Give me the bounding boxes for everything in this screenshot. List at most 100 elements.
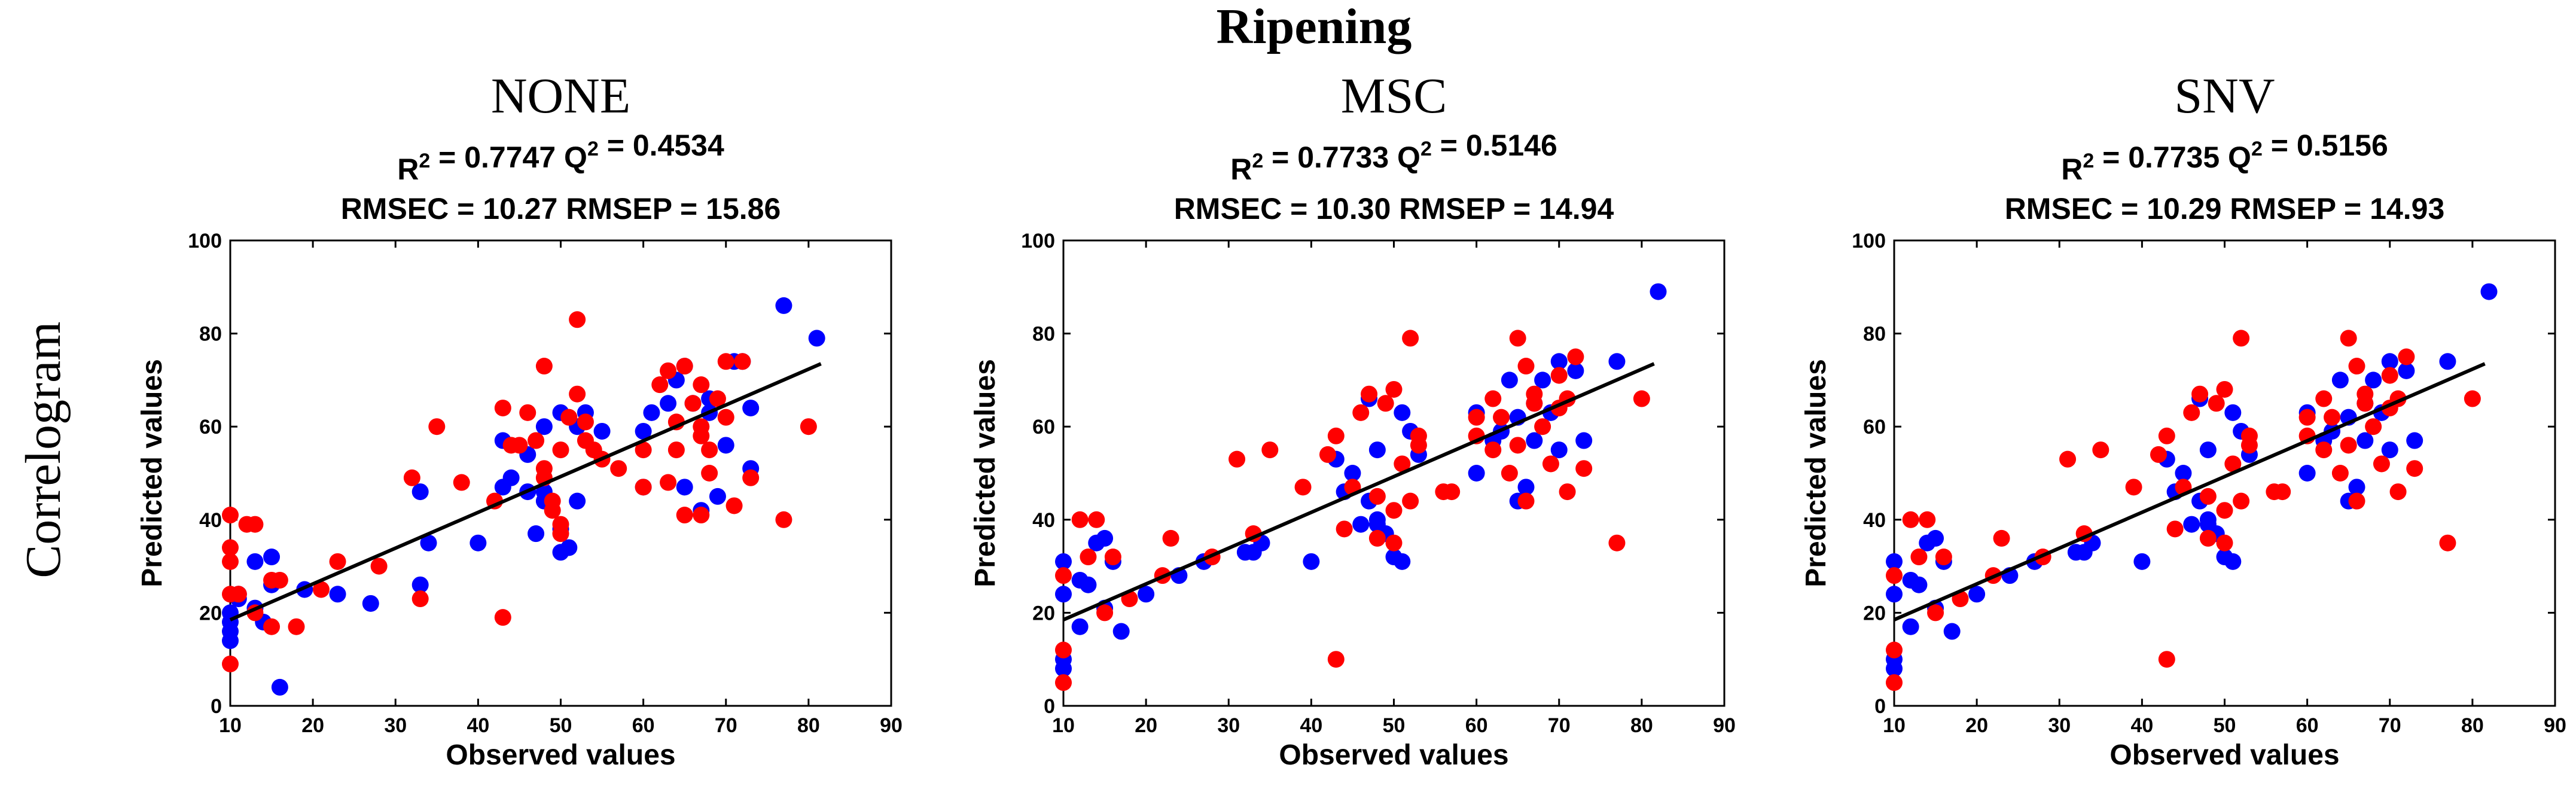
data-point-prediction — [1559, 483, 1576, 501]
stats-line-r2-q2: R2 = 0.7735 Q2 = 0.5156 — [2061, 129, 2388, 186]
data-point-calibration — [1567, 362, 1584, 379]
data-point-prediction — [1484, 441, 1502, 459]
y-tick-label: 40 — [1863, 509, 1886, 532]
data-point-prediction — [552, 441, 569, 459]
data-point-prediction — [2158, 651, 2175, 668]
data-point-prediction — [1902, 511, 1919, 528]
data-point-calibration — [676, 479, 693, 496]
data-point-prediction — [1096, 604, 1114, 622]
data-point-prediction — [1088, 511, 1105, 528]
data-point-calibration — [2183, 516, 2200, 533]
data-point-prediction — [2373, 455, 2390, 473]
data-point-prediction — [2166, 520, 2184, 538]
data-point-calibration — [2133, 553, 2151, 570]
data-point-prediction — [428, 418, 446, 435]
data-point-prediction — [2183, 404, 2200, 421]
data-point-calibration — [1517, 479, 1535, 496]
data-point-prediction — [1886, 567, 1903, 584]
data-point-prediction — [552, 525, 569, 543]
data-point-calibration — [2439, 353, 2456, 370]
x-tick-label: 90 — [880, 714, 903, 737]
data-point-calibration — [1352, 516, 1370, 533]
x-tick-label: 90 — [2544, 714, 2566, 737]
data-point-prediction — [635, 479, 652, 496]
x-tick-label: 50 — [1383, 714, 1406, 737]
data-point-calibration — [1303, 553, 1320, 570]
data-point-prediction — [635, 441, 652, 459]
data-point-prediction — [1550, 367, 1568, 384]
x-tick-label: 20 — [301, 714, 324, 737]
series-prediction — [1055, 330, 1650, 691]
data-point-prediction — [1886, 674, 1903, 691]
data-point-prediction — [370, 557, 388, 575]
y-tick-label: 80 — [1032, 323, 1055, 346]
q2-value: = 0.5156 — [2263, 129, 2388, 162]
data-point-prediction — [1534, 418, 1551, 435]
data-point-calibration — [2406, 432, 2423, 449]
data-point-prediction — [569, 311, 586, 328]
data-point-prediction — [1910, 549, 1928, 566]
data-point-calibration — [1138, 586, 1155, 603]
q2-superscript: 2 — [587, 138, 599, 160]
data-point-prediction — [1055, 674, 1072, 691]
data-point-prediction — [701, 465, 718, 482]
data-point-calibration — [1394, 404, 1411, 421]
data-point-prediction — [2216, 502, 2233, 519]
data-point-prediction — [246, 516, 264, 533]
figure-title: Ripening — [1217, 0, 1412, 54]
data-point-prediction — [411, 590, 429, 608]
data-point-prediction — [312, 581, 330, 598]
fit-line — [1062, 362, 1655, 622]
data-point-calibration — [2175, 465, 2192, 482]
x-tick-label: 20 — [1135, 714, 1157, 737]
data-point-prediction — [717, 409, 734, 426]
data-point-prediction — [1501, 465, 1518, 482]
data-point-prediction — [684, 395, 702, 412]
series-calibration — [1886, 283, 2498, 677]
x-tick-label: 80 — [797, 714, 820, 737]
y-tick-label: 20 — [1032, 602, 1055, 624]
data-point-prediction — [1402, 330, 1419, 347]
q2-superscript: 2 — [2251, 138, 2263, 160]
data-point-prediction — [1526, 385, 1543, 403]
data-point-prediction — [1509, 330, 1526, 347]
data-point-prediction — [288, 618, 305, 635]
data-point-prediction — [1327, 427, 1345, 444]
data-point-prediction — [2150, 446, 2167, 463]
data-point-prediction — [1385, 534, 1403, 552]
data-point-calibration — [1344, 465, 1361, 482]
data-point-prediction — [1377, 395, 1394, 412]
data-point-calibration — [2398, 362, 2415, 379]
y-axis-label: Predicted values — [136, 359, 168, 587]
data-point-prediction — [1385, 502, 1403, 519]
data-point-prediction — [2389, 483, 2407, 501]
data-point-prediction — [329, 553, 346, 570]
x-tick-label: 10 — [1052, 714, 1075, 737]
data-point-prediction — [1608, 534, 1626, 552]
y-tick-label: 0 — [211, 695, 222, 718]
data-point-prediction — [1542, 455, 1559, 473]
data-point-calibration — [329, 586, 346, 603]
q2-superscript: 2 — [1420, 138, 1432, 160]
r2-value: = 0.7747 — [430, 141, 556, 174]
data-point-prediction — [1443, 483, 1461, 501]
x-axis-label: Observed values — [1279, 739, 1508, 771]
data-point-prediction — [1493, 409, 1510, 426]
data-point-calibration — [1608, 353, 1626, 370]
data-point-prediction — [701, 441, 718, 459]
data-point-prediction — [2224, 455, 2242, 473]
data-point-calibration — [1886, 553, 1903, 570]
data-point-calibration — [362, 595, 379, 612]
data-point-calibration — [1055, 553, 1072, 570]
data-point-prediction — [528, 432, 545, 449]
r2-value: = 0.7735 — [2094, 141, 2220, 174]
data-point-calibration — [2348, 479, 2365, 496]
data-point-prediction — [1261, 441, 1279, 459]
data-point-calibration — [593, 422, 611, 440]
data-point-calibration — [528, 525, 545, 543]
data-point-calibration — [1468, 465, 1485, 482]
series-prediction — [1886, 330, 2481, 691]
